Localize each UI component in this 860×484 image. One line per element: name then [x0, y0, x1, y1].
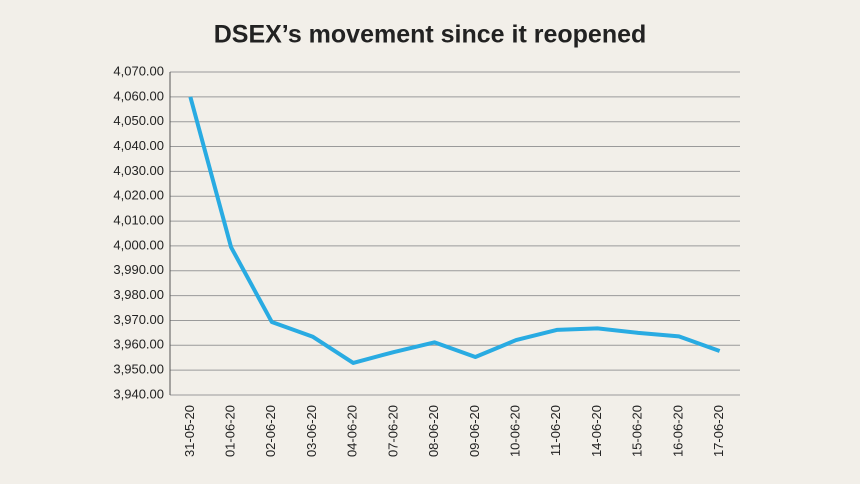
y-tick-label: 4,030.00	[113, 163, 164, 178]
x-tick-label: 01-06-20	[223, 405, 238, 457]
y-tick-label: 4,000.00	[113, 237, 164, 252]
x-tick-label: 11-06-20	[548, 405, 563, 456]
x-tick-label: 02-06-20	[263, 405, 278, 457]
y-tick-label: 3,970.00	[113, 312, 164, 327]
x-tick-label: 14-06-20	[589, 405, 604, 457]
x-tick-label: 10-06-20	[508, 405, 523, 457]
y-tick-label: 3,980.00	[113, 287, 164, 302]
x-tick-label: 31-05-20	[182, 405, 197, 457]
y-tick-label: 4,040.00	[113, 138, 164, 153]
x-tick-label: 15-06-20	[630, 405, 645, 457]
y-tick-label: 3,940.00	[113, 386, 164, 401]
x-tick-label: 08-06-20	[426, 405, 441, 457]
y-tick-label: 4,020.00	[113, 188, 164, 203]
y-tick-label: 4,050.00	[113, 113, 164, 128]
x-tick-label: 17-06-20	[711, 405, 726, 457]
x-tick-label: 04-06-20	[345, 405, 360, 457]
y-tick-label: 3,950.00	[113, 362, 164, 377]
chart-title: DSEX’s movement since it reopened	[214, 21, 647, 49]
x-tick-label: 03-06-20	[304, 405, 319, 457]
y-tick-label: 4,060.00	[113, 88, 164, 103]
y-tick-label: 4,010.00	[113, 213, 164, 228]
x-tick-label: 07-06-20	[385, 405, 400, 457]
y-tick-label: 3,990.00	[113, 262, 164, 277]
x-tick-label: 16-06-20	[670, 405, 685, 457]
y-tick-label: 4,070.00	[113, 63, 164, 78]
line-series	[188, 96, 721, 365]
x-tick-label: 09-06-20	[467, 405, 482, 457]
y-tick-label: 3,960.00	[113, 337, 164, 352]
